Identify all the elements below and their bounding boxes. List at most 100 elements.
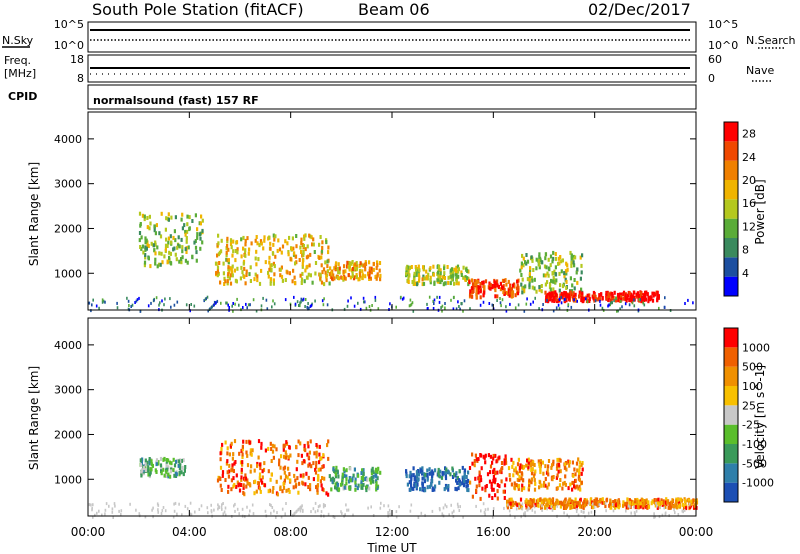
data-cell — [220, 238, 223, 243]
data-cell — [578, 484, 581, 489]
ground-scatter-cell — [207, 309, 209, 313]
data-cell — [685, 506, 688, 511]
data-cell — [289, 257, 292, 262]
colorbar-tick-label: 4 — [742, 267, 749, 280]
data-cell — [535, 257, 538, 262]
data-cell — [376, 486, 379, 490]
ground-scatter-cell — [633, 304, 636, 308]
data-cell — [450, 276, 453, 281]
data-cell — [249, 265, 252, 270]
data-cell — [570, 256, 573, 261]
data-cell — [272, 455, 275, 460]
ground-scatter-cell — [601, 306, 604, 310]
data-cell — [555, 498, 558, 503]
ground-scatter-cell — [227, 303, 229, 307]
data-cell — [281, 489, 284, 494]
data-cell — [531, 285, 534, 290]
data-cell — [684, 499, 687, 503]
ground-scatter-cell — [346, 304, 349, 308]
data-cell — [285, 488, 288, 493]
data-cell — [474, 476, 477, 481]
ground-scatter-cell — [599, 303, 602, 307]
data-cell — [589, 501, 592, 506]
data-cell — [138, 211, 142, 216]
data-cell — [456, 264, 460, 269]
ground-scatter-cell — [234, 509, 236, 513]
ground-scatter-cell — [280, 515, 283, 519]
ground-scatter-cell — [368, 305, 371, 308]
data-cell — [231, 273, 234, 278]
data-cell — [175, 257, 178, 262]
data-cell — [516, 283, 519, 288]
data-cell — [260, 268, 263, 273]
data-cell — [449, 472, 452, 477]
data-cell — [302, 249, 305, 254]
ground-scatter-cell — [314, 501, 317, 505]
data-cell — [515, 483, 518, 488]
ground-scatter-cell — [365, 306, 368, 310]
data-cell — [418, 268, 421, 273]
ground-scatter-cell — [555, 306, 558, 310]
data-cell — [276, 492, 279, 497]
data-cell — [637, 294, 640, 298]
ground-scatter-cell — [491, 303, 494, 307]
data-cell — [267, 446, 270, 451]
data-cell — [230, 468, 233, 473]
data-cell — [341, 276, 345, 280]
data-cell — [363, 262, 366, 267]
ground-scatter-cell — [152, 506, 154, 510]
ground-scatter-cell — [663, 506, 665, 510]
ground-scatter-cell — [410, 302, 413, 306]
data-cell — [565, 286, 568, 290]
data-cell — [417, 472, 420, 477]
nave-tick-top: 60 — [708, 53, 722, 66]
ground-scatter-cell — [116, 301, 118, 305]
data-cell — [533, 463, 536, 467]
data-cell — [155, 462, 158, 467]
data-cell — [287, 252, 290, 257]
data-cell — [179, 463, 182, 468]
data-cell — [376, 263, 379, 268]
ground-scatter-cell — [462, 309, 464, 313]
data-cell — [417, 273, 421, 278]
ground-scatter-cell — [173, 303, 176, 307]
data-cell — [422, 265, 425, 270]
ground-scatter-cell — [194, 510, 196, 514]
data-cell — [475, 484, 478, 489]
data-cell — [511, 290, 515, 295]
data-cell — [173, 229, 176, 234]
data-cell — [236, 247, 239, 252]
data-cell — [241, 460, 244, 465]
data-cell — [534, 469, 537, 474]
data-cell — [576, 468, 579, 473]
data-cell — [563, 465, 566, 470]
data-cell — [378, 268, 381, 273]
data-cell — [172, 235, 175, 240]
data-cell — [574, 485, 577, 490]
data-cell — [298, 258, 301, 262]
colorbar-tick-label: -500 — [742, 457, 767, 470]
data-cell — [312, 237, 315, 242]
ground-scatter-cell — [317, 509, 319, 513]
ground-scatter-cell — [95, 304, 98, 308]
data-cell — [230, 478, 233, 483]
data-cell — [235, 484, 238, 489]
data-cell — [184, 229, 187, 234]
ground-scatter-cell — [659, 506, 661, 510]
data-cell — [240, 254, 243, 259]
ground-scatter-cell — [273, 302, 276, 306]
data-cell — [282, 482, 285, 486]
data-cell — [581, 291, 584, 296]
data-cell — [292, 268, 295, 273]
data-cell — [496, 496, 499, 501]
ground-scatter-cell — [546, 507, 548, 511]
data-cell — [528, 277, 531, 282]
data-cell — [532, 268, 535, 272]
data-cell — [139, 463, 142, 468]
data-cell — [423, 276, 426, 281]
data-cell — [416, 282, 419, 287]
data-cell — [530, 468, 533, 472]
data-cell — [484, 279, 488, 284]
data-cell — [653, 291, 656, 296]
data-cell — [469, 480, 472, 485]
